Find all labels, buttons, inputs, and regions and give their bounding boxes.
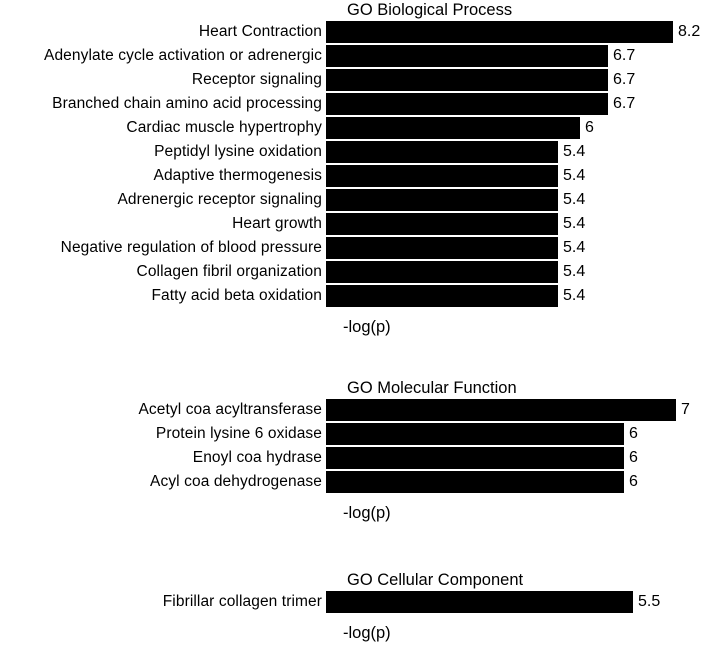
- bar-category-label: Adenylate cycle activation or adrenergic: [44, 47, 322, 64]
- table-row: Adaptive thermogenesis 5.4: [0, 164, 709, 188]
- axis-label-cellular-component: -log(p): [343, 624, 391, 642]
- bar-value-label: 5.4: [563, 215, 586, 232]
- bar-value-label: 6.7: [613, 47, 636, 64]
- bar-area: 6: [326, 422, 709, 446]
- bar-category-label: Negative regulation of blood pressure: [60, 239, 322, 256]
- bar-area: 5.4: [326, 212, 709, 236]
- table-row: Acetyl coa acyltransferase 7: [0, 398, 709, 422]
- bar-value-label: 5.4: [563, 143, 586, 160]
- bar-value-label: 6: [629, 473, 638, 490]
- bar-area: 5.4: [326, 164, 709, 188]
- axis-label-molecular-function: -log(p): [343, 504, 391, 522]
- panel-title-molecular-function: GO Molecular Function: [347, 379, 517, 397]
- bar-category-label: Branched chain amino acid processing: [52, 95, 322, 112]
- table-row: Enoyl coa hydrase 6: [0, 446, 709, 470]
- panel-go-biological-process: GO Biological Process Heart Contraction …: [0, 1, 709, 336]
- bar-rows-cellular-component: Fibrillar collagen trimer 5.5: [0, 590, 709, 614]
- bar-value-label: 5.4: [563, 263, 586, 280]
- bar-category-label: Adaptive thermogenesis: [153, 167, 322, 184]
- bar: [326, 237, 558, 259]
- table-row: Adrenergic receptor signaling 5.4: [0, 188, 709, 212]
- bar-category-label: Heart Contraction: [198, 23, 322, 40]
- bar-area: 5.4: [326, 284, 709, 308]
- bar: [326, 447, 624, 469]
- bar: [326, 165, 558, 187]
- bar: [326, 591, 633, 613]
- bar-area: 5.4: [326, 188, 709, 212]
- bar-area: 5.5: [326, 590, 709, 614]
- bar-category-label: Fatty acid beta oxidation: [151, 287, 322, 304]
- table-row: Receptor signaling 6.7: [0, 68, 709, 92]
- table-row: Protein lysine 6 oxidase 6: [0, 422, 709, 446]
- bar: [326, 45, 608, 67]
- bar-area: 6: [326, 116, 709, 140]
- bar-area: 5.4: [326, 260, 709, 284]
- bar-area: 5.4: [326, 140, 709, 164]
- bar-category-label: Cardiac muscle hypertrophy: [126, 119, 322, 136]
- bar: [326, 117, 580, 139]
- bar-value-label: 5.4: [563, 287, 586, 304]
- bar: [326, 93, 608, 115]
- bar-value-label: 5.4: [563, 191, 586, 208]
- bar-category-label: Adrenergic receptor signaling: [117, 191, 322, 208]
- bar: [326, 21, 673, 43]
- bar: [326, 69, 608, 91]
- bar-category-label: Collagen fibril organization: [136, 263, 322, 280]
- table-row: Heart Contraction 8.2: [0, 20, 709, 44]
- bar-area: 5.4: [326, 236, 709, 260]
- bar-area: 8.2: [326, 20, 709, 44]
- panel-go-molecular-function: GO Molecular Function Acetyl coa acyltra…: [0, 378, 709, 523]
- bar-value-label: 6: [629, 449, 638, 466]
- table-row: Cardiac muscle hypertrophy 6: [0, 116, 709, 140]
- table-row: Peptidyl lysine oxidation 5.4: [0, 140, 709, 164]
- bar-value-label: 6.7: [613, 71, 636, 88]
- bar: [326, 213, 558, 235]
- table-row: Negative regulation of blood pressure 5.…: [0, 236, 709, 260]
- bar-value-label: 6: [585, 119, 594, 136]
- axis-label-biological-process: -log(p): [343, 318, 391, 336]
- bar-area: 6: [326, 446, 709, 470]
- bar-category-label: Receptor signaling: [191, 71, 322, 88]
- table-row: Acyl coa dehydrogenase 6: [0, 470, 709, 494]
- bar-value-label: 5.4: [563, 167, 586, 184]
- bar-value-label: 7: [681, 401, 690, 418]
- table-row: Fatty acid beta oxidation 5.4: [0, 284, 709, 308]
- bar-category-label: Protein lysine 6 oxidase: [155, 425, 322, 442]
- panel-title-biological-process: GO Biological Process: [347, 1, 513, 19]
- bar-value-label: 6: [629, 425, 638, 442]
- bar-area: 6: [326, 470, 709, 494]
- bar-category-label: Fibrillar collagen trimer: [162, 593, 322, 610]
- bar-category-label: Acyl coa dehydrogenase: [150, 473, 322, 490]
- bar-value-label: 5.5: [638, 593, 661, 610]
- bar: [326, 471, 624, 493]
- bar-area: 6.7: [326, 68, 709, 92]
- table-row: Adenylate cycle activation or adrenergic…: [0, 44, 709, 68]
- table-row: Fibrillar collagen trimer 5.5: [0, 590, 709, 614]
- bar: [326, 189, 558, 211]
- table-row: Heart growth 5.4: [0, 212, 709, 236]
- bar: [326, 141, 558, 163]
- bar-rows-biological-process: Heart Contraction 8.2 Adenylate cycle ac…: [0, 20, 709, 308]
- bar: [326, 261, 558, 283]
- bar-value-label: 5.4: [563, 239, 586, 256]
- bar-category-label: Acetyl coa acyltransferase: [138, 401, 322, 418]
- panel-go-cellular-component: GO Cellular Component Fibrillar collagen…: [0, 570, 709, 643]
- bar-value-label: 8.2: [678, 23, 701, 40]
- bar-value-label: 6.7: [613, 95, 636, 112]
- bar-area: 7: [326, 398, 709, 422]
- bar-category-label: Heart growth: [232, 215, 322, 232]
- bar-area: 6.7: [326, 92, 709, 116]
- bar-category-label: Peptidyl lysine oxidation: [154, 143, 322, 160]
- bar: [326, 399, 676, 421]
- table-row: Branched chain amino acid processing 6.7: [0, 92, 709, 116]
- bar-area: 6.7: [326, 44, 709, 68]
- bar: [326, 423, 624, 445]
- bar-category-label: Enoyl coa hydrase: [192, 449, 322, 466]
- bar-rows-molecular-function: Acetyl coa acyltransferase 7 Protein lys…: [0, 398, 709, 494]
- table-row: Collagen fibril organization 5.4: [0, 260, 709, 284]
- bar: [326, 285, 558, 307]
- panel-title-cellular-component: GO Cellular Component: [347, 571, 524, 589]
